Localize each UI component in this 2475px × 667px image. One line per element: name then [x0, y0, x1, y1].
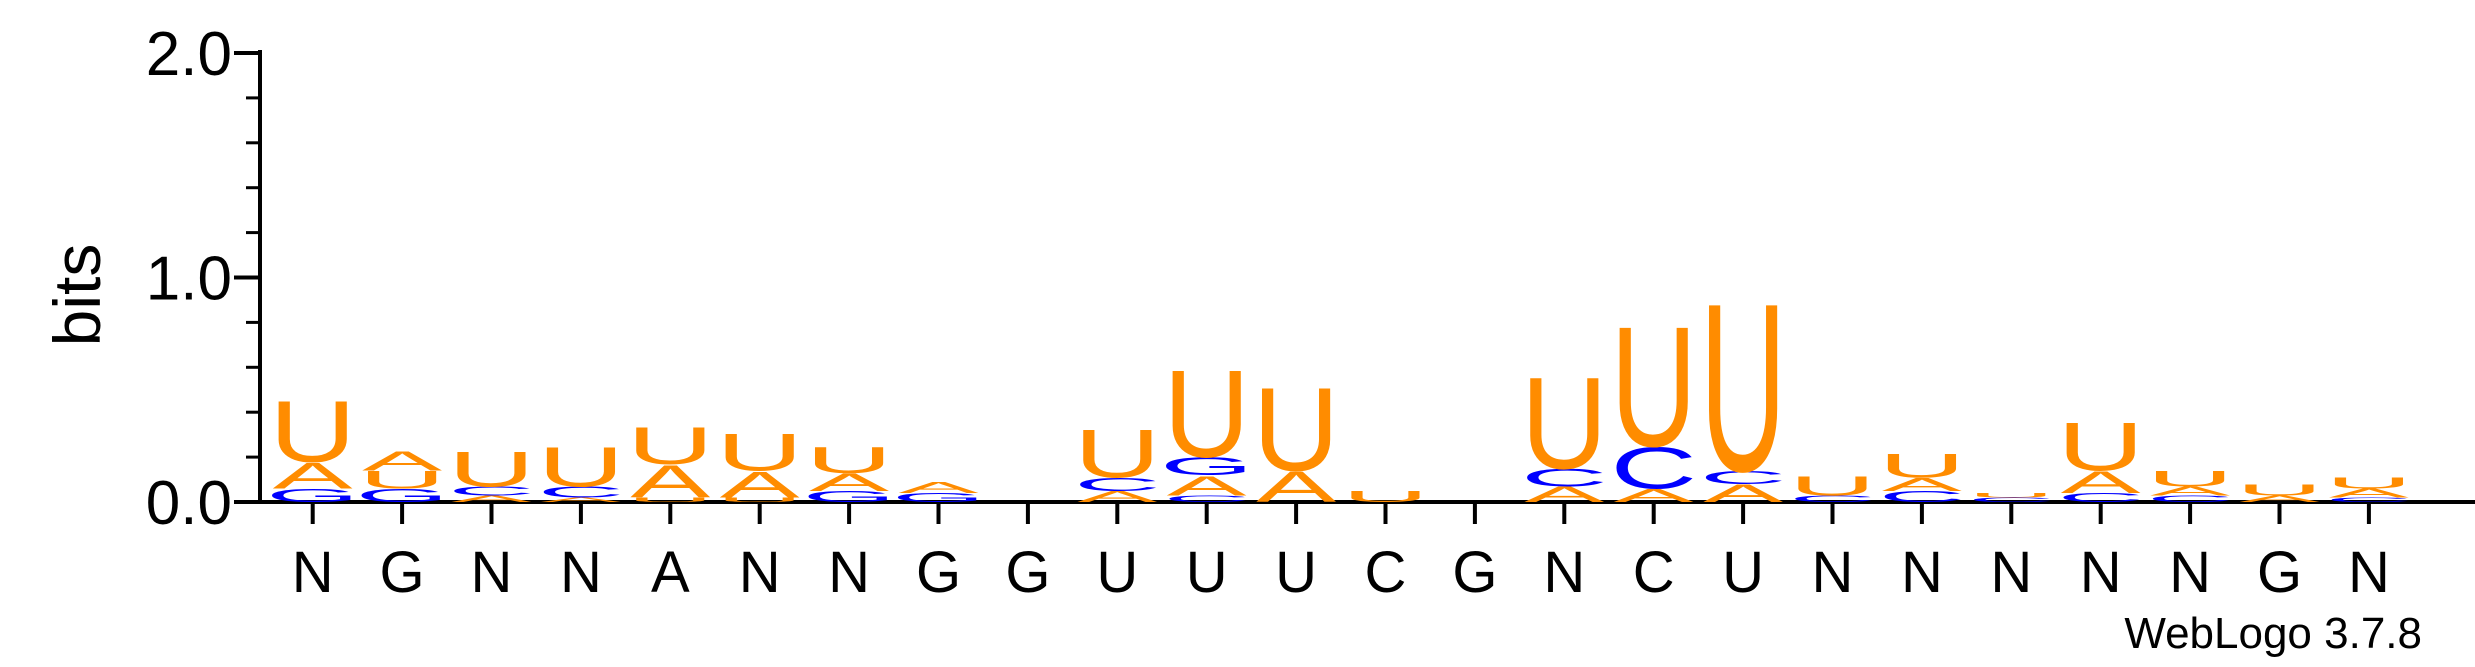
- x-tick-label: N: [2348, 540, 2390, 605]
- logo-letter-A: A: [541, 496, 622, 503]
- logo-letter-G: G: [266, 485, 359, 506]
- logo-letter-A: A: [2150, 484, 2230, 498]
- logo-letter-C: C: [538, 484, 625, 501]
- logo-letter-U: U: [627, 416, 714, 475]
- x-tick-label: C: [1633, 540, 1675, 605]
- x-tick-label: N: [1901, 540, 1943, 605]
- x-tick-label: G: [2257, 540, 2302, 605]
- logo-letter-A: A: [2061, 465, 2142, 500]
- footer-credit: WebLogo 3.7.8: [2124, 609, 2422, 658]
- logo-letter-U: U: [448, 442, 535, 497]
- logo-letter-A: A: [451, 494, 531, 504]
- x-tick-label: N: [1990, 540, 2032, 605]
- logo-letter-U: U: [1610, 292, 1697, 483]
- logo-letter-C: C: [448, 484, 535, 498]
- x-tick-label: U: [1096, 540, 1138, 605]
- logo-letter-U: U: [1521, 349, 1608, 496]
- x-tick-label: U: [1275, 540, 1317, 605]
- logo-letter-A: A: [1077, 488, 1157, 505]
- x-tick-label: A: [651, 540, 690, 605]
- y-tick-label: 2.0: [146, 20, 232, 89]
- logo-letter-U: U: [1253, 364, 1340, 496]
- logo-letter-U: U: [1163, 344, 1250, 484]
- logo-letter-U: U: [627, 496, 714, 503]
- logo-letter-C: C: [1700, 467, 1787, 488]
- y-tick-label: 0.0: [146, 469, 232, 538]
- logo-letter-U: U: [2147, 467, 2234, 491]
- y-axis: 0.0 1.0 2.0 bits: [40, 20, 262, 538]
- y-ticks: 0.0 1.0 2.0: [146, 20, 260, 538]
- logo-letter-U: U: [716, 423, 803, 482]
- logo-letter-C: C: [1968, 496, 2055, 503]
- logo-letter-C: C: [1074, 474, 1161, 495]
- logo-letter-U: U: [1700, 254, 1787, 522]
- logo-letter-G: G: [802, 488, 895, 505]
- logo-letter-C: C: [1879, 488, 1966, 505]
- x-tick-label: N: [471, 540, 513, 605]
- logo-letter-U: U: [1879, 446, 1966, 484]
- x-tick-label: N: [739, 540, 781, 605]
- logo-letter-A: A: [809, 469, 889, 497]
- logo-letter-U: U: [1968, 492, 2055, 499]
- x-tick-label: C: [1365, 540, 1407, 605]
- logo-letter-C: C: [1521, 464, 1608, 492]
- logo-letter-A: A: [362, 445, 442, 476]
- logo-letter-A: A: [898, 479, 978, 496]
- logo-letter-U: U: [716, 496, 803, 503]
- logo-letter-G: G: [892, 491, 985, 505]
- logo-letter-C: C: [1789, 494, 1876, 504]
- x-tick-label: U: [1722, 540, 1764, 605]
- logo-letter-U: U: [538, 435, 625, 498]
- logo-letter-A: A: [1524, 483, 1605, 507]
- logo-letter-A: A: [1167, 470, 1247, 501]
- logo-letter-U: U: [1342, 488, 1429, 505]
- x-tick-label: G: [916, 540, 961, 605]
- logo-letter-U: U: [1074, 416, 1161, 493]
- logo-letter-A: A: [2239, 494, 2319, 504]
- logo-letter-U: U: [1789, 470, 1876, 501]
- logo-letter-U: U: [2326, 475, 2413, 492]
- x-tick-label: N: [1812, 540, 1854, 605]
- logo-letter-U: U: [806, 439, 893, 481]
- logo-letter-A: A: [1882, 474, 1963, 495]
- logo-letter-C: C: [1610, 435, 1697, 501]
- x-tick-label: N: [292, 540, 334, 605]
- x-tick-label: G: [1452, 540, 1497, 605]
- x-tick-label: G: [1005, 540, 1050, 605]
- logo-letter-A: A: [720, 464, 801, 506]
- logo-letter-G: G: [1160, 453, 1253, 481]
- x-tick-label: N: [560, 540, 602, 605]
- logo-letter-A: A: [1703, 480, 1783, 508]
- x-tick-label: N: [2169, 540, 2211, 605]
- logo-letter-U: U: [2236, 481, 2323, 498]
- logo-letter-G: G: [355, 485, 448, 506]
- x-tick-label: U: [1186, 540, 1228, 605]
- logo-letter-C: C: [2326, 496, 2413, 503]
- logo-letter-A: A: [2329, 486, 2409, 500]
- x-tick-label: N: [828, 540, 870, 605]
- logo-letter-U: U: [2057, 409, 2144, 486]
- logo-letter-C: C: [2057, 491, 2144, 505]
- x-tick-label: N: [1543, 540, 1585, 605]
- logo-letter-A: A: [630, 456, 710, 508]
- logo-letter-A: A: [273, 455, 354, 497]
- y-axis-label: bits: [40, 244, 114, 347]
- logo-letter-A: A: [1614, 485, 1695, 506]
- logo-letter-C: C: [1163, 494, 1250, 504]
- x-tick-label: G: [380, 540, 425, 605]
- x-tick-label: N: [2080, 540, 2122, 605]
- logo-letter-A: A: [1256, 463, 1337, 512]
- logo-letter-C: C: [2147, 494, 2234, 504]
- y-tick-label: 1.0: [146, 245, 232, 314]
- logo-letter-U: U: [359, 466, 446, 494]
- logo-letter-U: U: [269, 383, 356, 480]
